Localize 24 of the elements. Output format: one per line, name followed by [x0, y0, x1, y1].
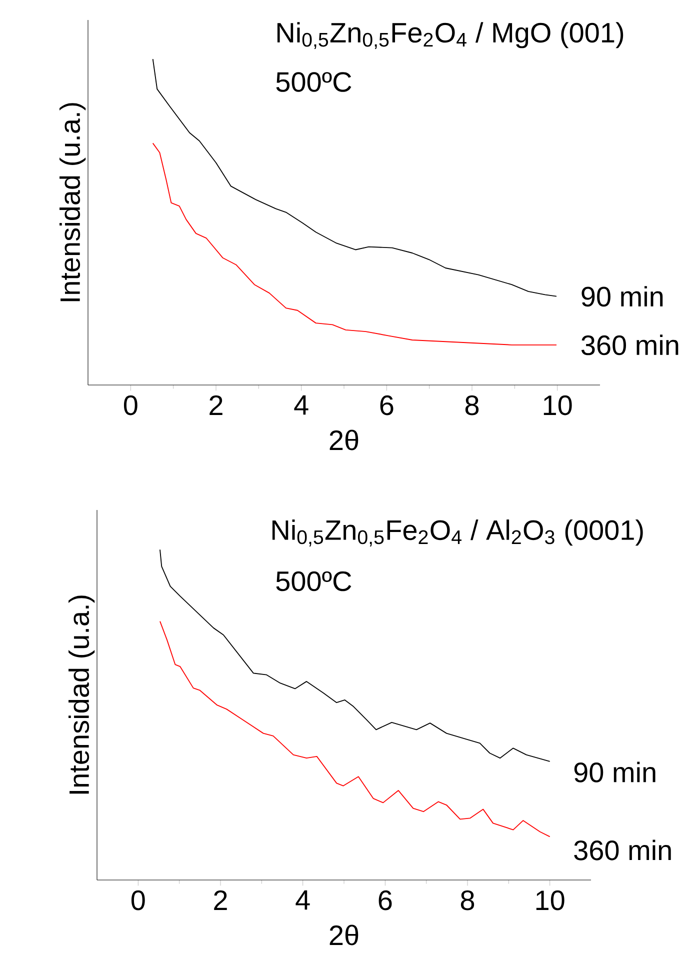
x-axis-title: 2θ — [330, 924, 358, 946]
x-tick-label: 0 — [124, 395, 138, 416]
series-label: 90 min — [582, 286, 663, 307]
text: 500ºC — [276, 571, 352, 592]
series-label: 360 min — [574, 840, 671, 860]
x-tick-label: 2 — [214, 890, 227, 910]
x-tick-label: 6 — [378, 890, 392, 910]
x-tick-label: 10 — [544, 395, 572, 416]
y-axis-title: Intensidad (u.a.) — [68, 596, 95, 794]
chart-title: Ni$_{0,5}$Zn$_{0,5}$Fe$_{2}$O$_{4}$ / MgO (001) — [277, 22, 624, 50]
x-tick-label: 2 — [210, 395, 222, 415]
x-tick-label: 4 — [296, 890, 310, 910]
x-axis-title: 2θ — [330, 430, 358, 450]
x-tick-label: 10 — [536, 890, 564, 910]
x-tick-label: 8 — [460, 890, 474, 910]
x-tick-label: 0 — [131, 890, 145, 910]
series-label: 360 min — [581, 334, 678, 356]
chart-subtitle: 500ºC — [276, 72, 352, 92]
y-axis-title: Intensidad (u.a.) — [60, 103, 86, 302]
x-tick-label: 6 — [380, 395, 394, 416]
x-tick-label: 4 — [294, 395, 308, 415]
x-tick-label: 8 — [465, 395, 479, 416]
chart-title: Ni$_{0,5}$Zn$_{0,5}$Fe$_{2}$O$_{4}$ / Al$_{2}$O$_{3}$ (0001) — [272, 520, 643, 546]
series-label: 90 min — [574, 762, 656, 782]
